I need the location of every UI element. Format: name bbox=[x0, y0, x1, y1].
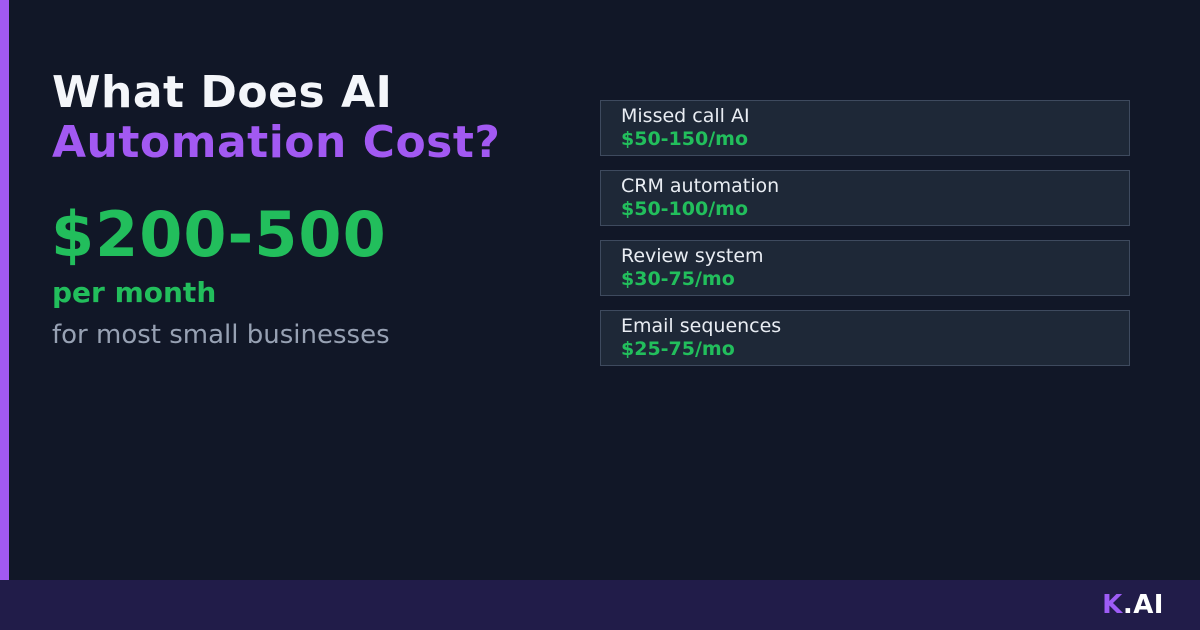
price-period: per month bbox=[52, 276, 217, 309]
price-note: for most small businesses bbox=[52, 320, 390, 350]
service-card: CRM automation $50-100/mo bbox=[600, 170, 1130, 226]
service-label: Email sequences bbox=[621, 315, 782, 337]
service-card: Email sequences $25-75/mo bbox=[600, 310, 1130, 366]
title-line-2: Automation Cost? bbox=[52, 117, 501, 168]
service-card: Review system $30-75/mo bbox=[600, 240, 1130, 296]
service-price: $50-150/mo bbox=[621, 128, 748, 150]
service-label: Missed call AI bbox=[621, 105, 750, 127]
page-title: What Does AI Automation Cost? bbox=[52, 68, 500, 168]
service-price: $50-100/mo bbox=[621, 198, 748, 220]
service-price: $30-75/mo bbox=[621, 268, 735, 290]
service-price: $25-75/mo bbox=[621, 338, 735, 360]
title-line-1: What Does AI bbox=[52, 67, 393, 118]
service-label: Review system bbox=[621, 245, 764, 267]
price-amount: $200-500 bbox=[51, 198, 387, 271]
left-accent-bar bbox=[0, 0, 9, 580]
brand-logo-k: K bbox=[1102, 590, 1123, 620]
service-list: Missed call AI $50-150/mo CRM automation $5… bbox=[600, 100, 1130, 380]
service-label: CRM automation bbox=[621, 175, 780, 197]
brand-logo: K.AI bbox=[1102, 590, 1164, 620]
brand-logo-suffix: .AI bbox=[1122, 590, 1164, 620]
footer-bar: K.AI bbox=[0, 580, 1200, 630]
service-card: Missed call AI $50-150/mo bbox=[600, 100, 1130, 156]
